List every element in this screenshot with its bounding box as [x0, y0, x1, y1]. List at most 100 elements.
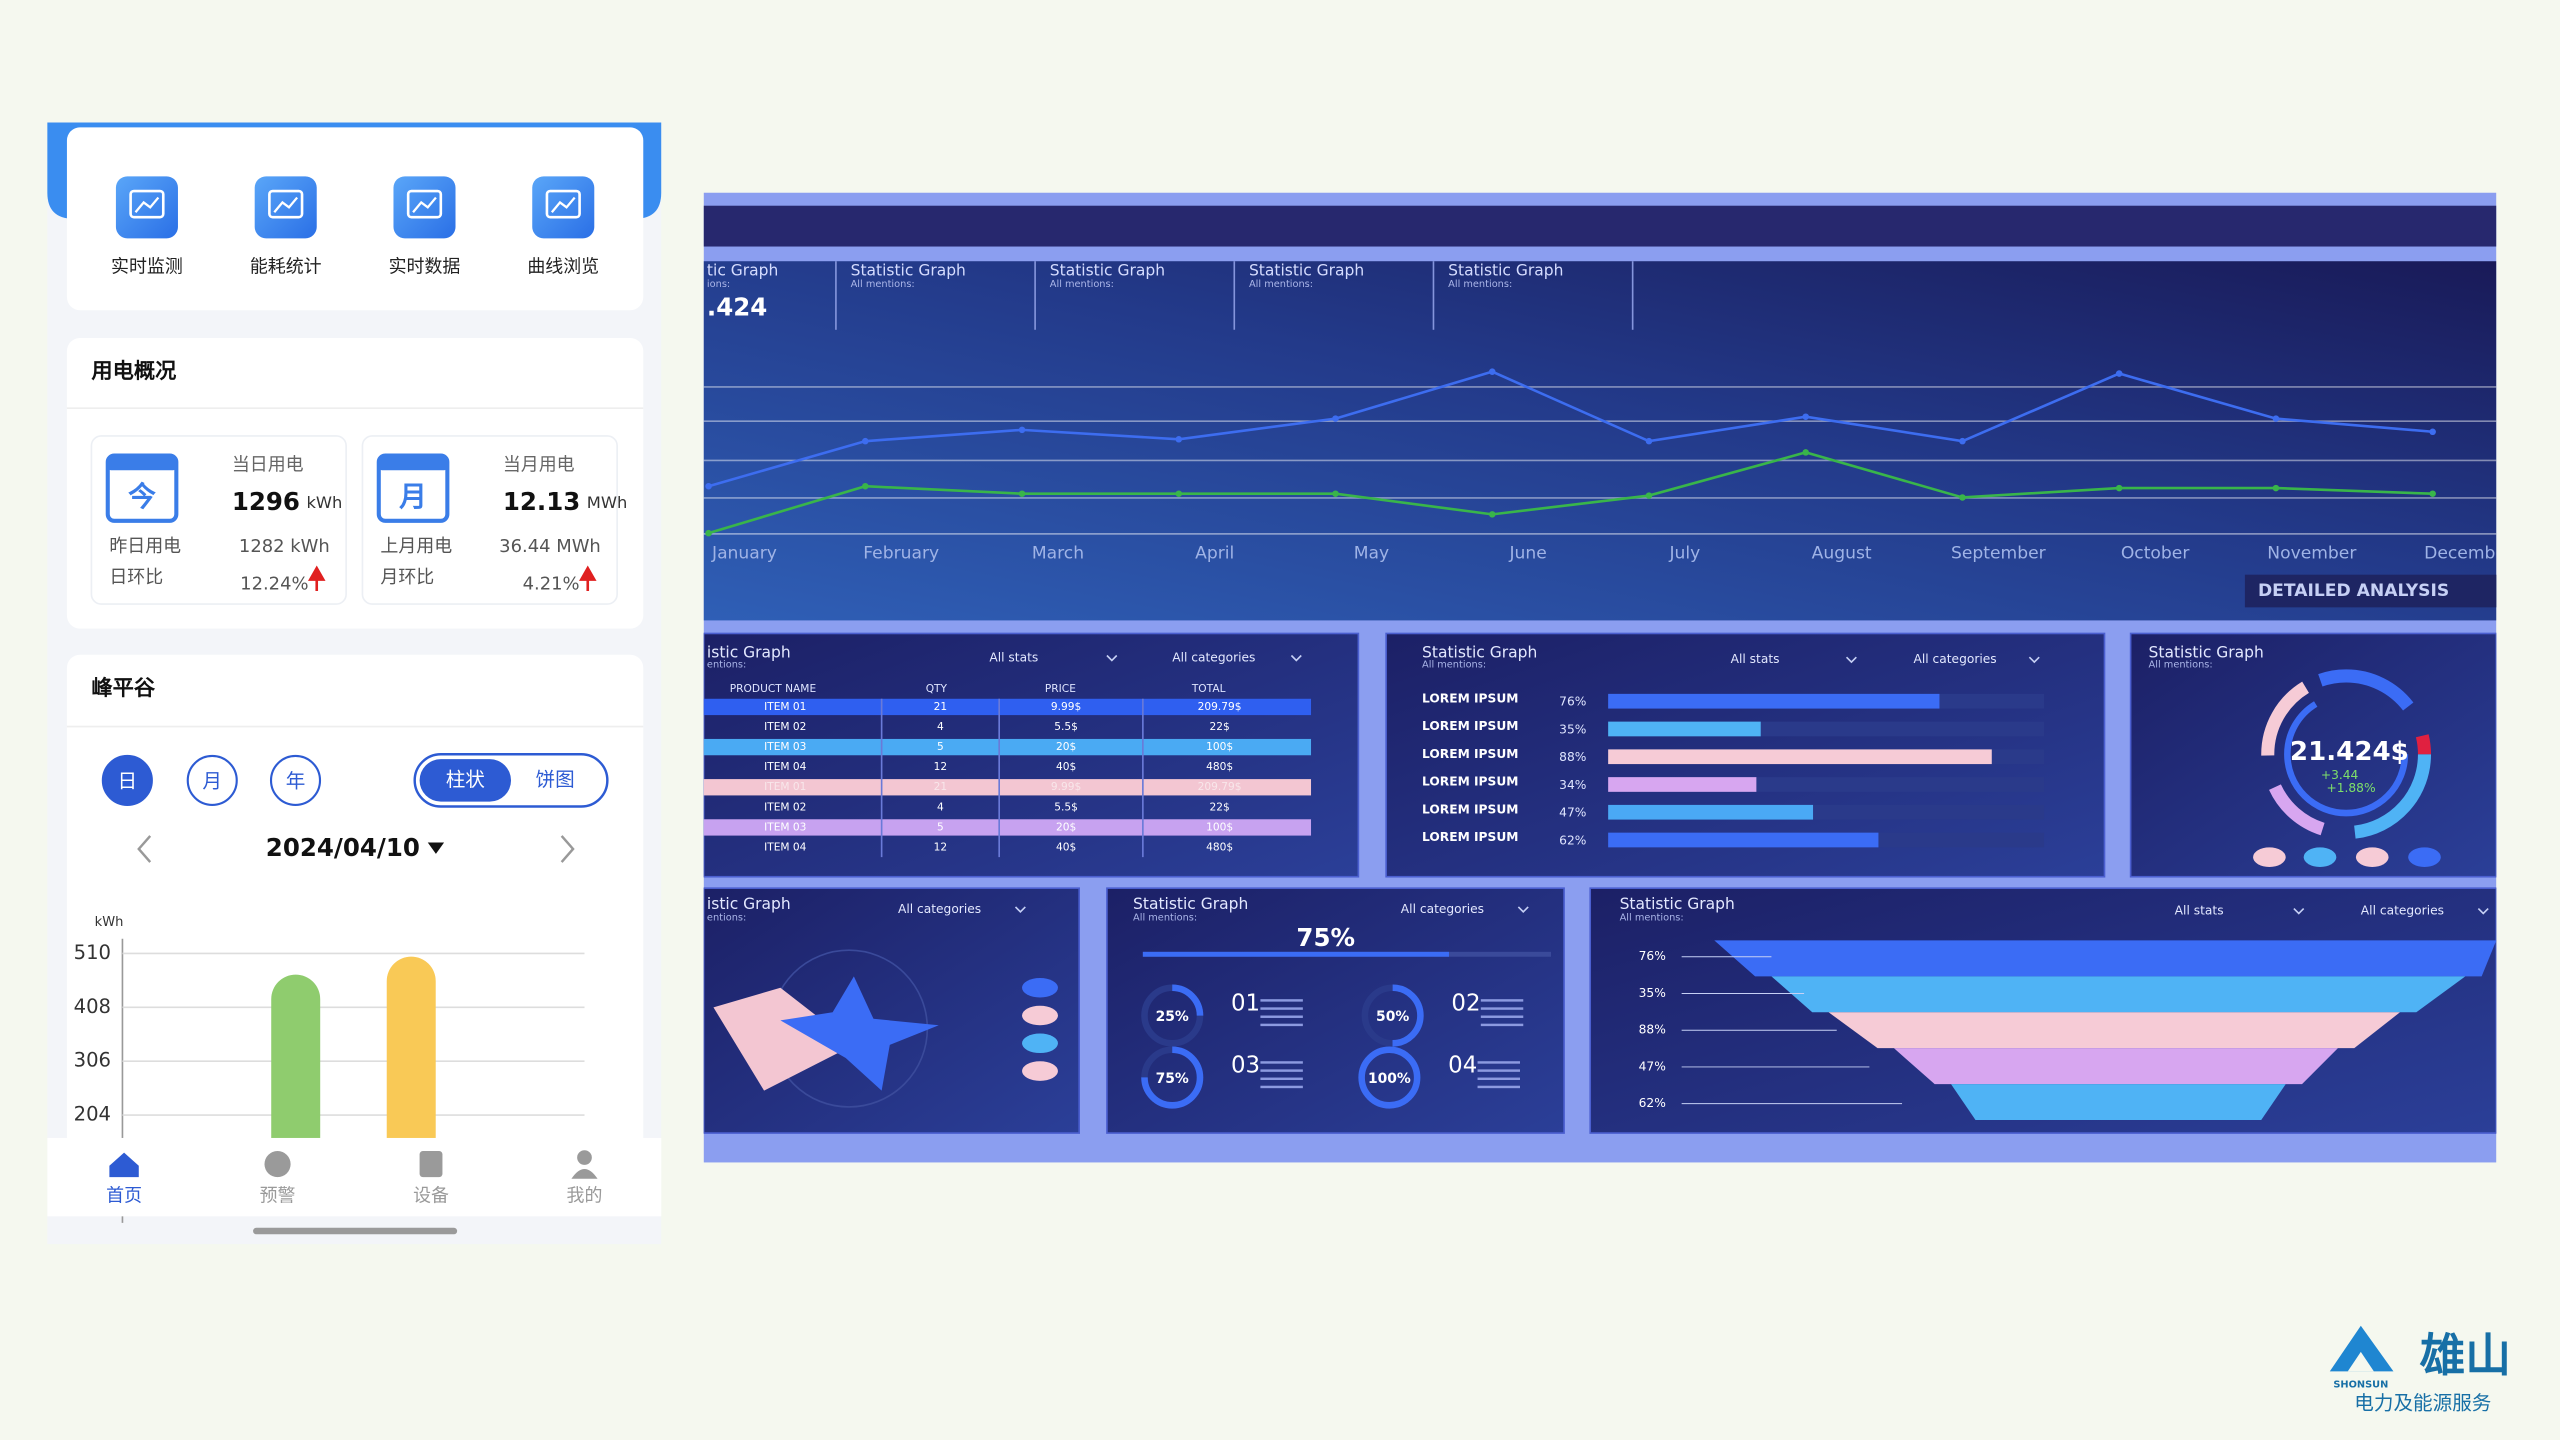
line-point: [1645, 492, 1653, 499]
table-cell: 22$: [1209, 800, 1229, 813]
nav-label: 预警: [260, 1186, 296, 1207]
nav-item[interactable]: 预警: [260, 1151, 296, 1207]
bar-value-label: 62%: [1559, 833, 1586, 847]
calendar-top: [378, 455, 448, 471]
item-number: 03: [1231, 1053, 1260, 1079]
radar-shape: [780, 976, 939, 1091]
line-series: [708, 370, 2433, 488]
panel-sub: All mentions:: [1620, 913, 1684, 924]
ring-label: 50%: [1376, 1009, 1409, 1025]
menu-card: [66, 127, 644, 311]
y-tick-label: 204: [74, 1103, 111, 1126]
bar-label: LOREM IPSUM: [1422, 719, 1518, 733]
line-point: [862, 437, 869, 445]
lorem-line: [1260, 999, 1303, 1002]
nav-label: 首页: [106, 1186, 142, 1207]
table-cell: ITEM 03: [764, 740, 806, 753]
tab-sub: All mentions:: [1050, 279, 1114, 290]
lorem-line: [1260, 1061, 1303, 1064]
bar-label: LOREM IPSUM: [1422, 691, 1518, 705]
chevron: [2293, 907, 2305, 915]
donut-value: 21.424$: [2290, 737, 2409, 767]
bar-value-label: 47%: [1559, 806, 1586, 820]
table-cell: 209.79$: [1198, 700, 1242, 713]
x-tick-label: May: [1354, 543, 1389, 563]
prev-label: 昨日用电: [109, 536, 181, 557]
line-point: [2115, 484, 2123, 492]
ring-label: 25%: [1156, 1009, 1189, 1025]
item-number: 04: [1448, 1053, 1477, 1079]
nav-icon: [577, 1150, 592, 1165]
logo-mark: [2329, 1325, 2394, 1372]
nav-item[interactable]: 首页: [106, 1152, 142, 1207]
item-number: 02: [1451, 991, 1480, 1017]
bar: [386, 956, 436, 1138]
nav-item[interactable]: 设备: [413, 1151, 449, 1207]
line-point: [1488, 368, 1496, 375]
menu-item[interactable]: 能耗统计: [250, 176, 322, 278]
nav-item[interactable]: 我的: [567, 1150, 603, 1207]
stat-label: 当日用电: [232, 454, 304, 475]
ratio-value: 12.24%: [240, 573, 308, 594]
period-label: 年: [286, 770, 306, 793]
view-toggle[interactable]: 柱状 饼图: [413, 753, 609, 808]
nav-label: 我的: [567, 1186, 603, 1207]
bar: [1608, 749, 1992, 765]
lorem-line: [1260, 1085, 1303, 1089]
table-cell: 4: [937, 800, 944, 813]
next-arrow[interactable]: [560, 835, 575, 863]
dash-panel: [1106, 887, 1565, 1134]
line-point: [1332, 415, 1339, 422]
stat-value: 12.13 MWh: [503, 487, 627, 516]
period-button[interactable]: 日: [101, 754, 153, 806]
toggle-label: 饼图: [536, 768, 575, 791]
row-highlight: [703, 738, 1312, 756]
table-cell: 100$: [1206, 820, 1233, 833]
line-point: [705, 529, 712, 537]
prev-arrow[interactable]: [137, 835, 152, 863]
y-tick-label: 408: [74, 995, 111, 1018]
date-label[interactable]: 2024/04/10: [266, 833, 420, 862]
menu-item[interactable]: 实时数据: [389, 176, 461, 278]
menu-item[interactable]: 实时监测: [111, 176, 183, 278]
line-point: [1959, 494, 1966, 501]
x-tick-label: December: [2424, 543, 2514, 563]
panel-sub: entions:: [707, 659, 746, 670]
table-cell: ITEM 01: [764, 780, 806, 793]
period-button[interactable]: 年: [269, 754, 322, 806]
chevron: [2028, 656, 2040, 664]
panel-title: istic Graph: [707, 644, 791, 662]
lorem-line: [1477, 1069, 1520, 1072]
ring-label: 75%: [1156, 1071, 1189, 1087]
panel-title: Statistic Graph: [2149, 644, 2264, 662]
donut-segment: [2261, 669, 2432, 840]
period-circle: [186, 754, 238, 806]
home-indicator: [253, 1227, 458, 1235]
table-cell: 40$: [1056, 841, 1076, 854]
nav-icon: [419, 1151, 443, 1178]
logo-brand: SHONSUN: [2333, 1379, 2388, 1390]
period-button[interactable]: 月: [186, 754, 238, 806]
line-point: [862, 482, 869, 490]
row-highlight: [703, 779, 1312, 796]
line-point: [1175, 490, 1183, 497]
funnel-segment: [1828, 1012, 2400, 1049]
chevron: [1845, 656, 1857, 664]
bar-label: LOREM IPSUM: [1422, 775, 1518, 789]
table-header: QTY: [926, 682, 948, 695]
filter: All categories: [1913, 652, 1996, 666]
tab-title: Statistic Graph: [1448, 262, 1563, 280]
ring: [1141, 1046, 1204, 1109]
bar-label: LOREM IPSUM: [1422, 747, 1518, 761]
period-label: 月: [202, 770, 222, 793]
nav-icon: [264, 1151, 291, 1178]
table-cell: 40$: [1056, 760, 1076, 773]
ratio-label: 日环比: [109, 567, 163, 588]
table-cell: 21: [934, 780, 948, 793]
menu-item[interactable]: 曲线浏览: [527, 176, 599, 278]
line-point: [1802, 449, 1809, 456]
menu-icon-glyph: [545, 189, 581, 219]
menu-label: 曲线浏览: [527, 257, 599, 278]
table-cell: 5.5$: [1054, 720, 1078, 733]
